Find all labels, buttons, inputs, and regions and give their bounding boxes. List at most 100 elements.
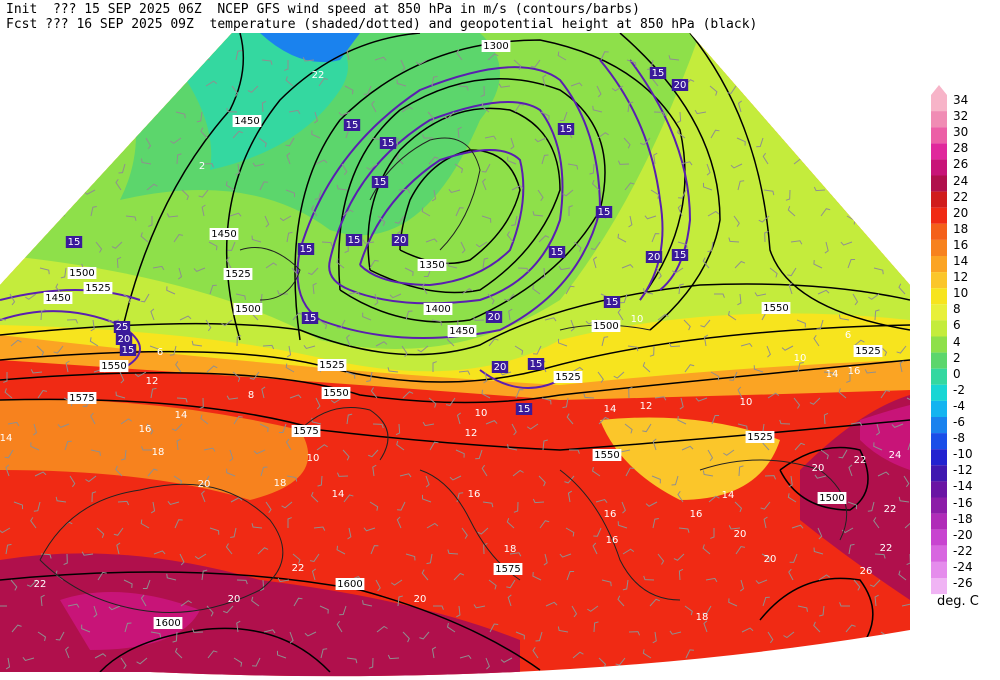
wind-barb <box>755 579 768 584</box>
wind-barb <box>853 579 861 591</box>
wind-barb <box>362 600 373 607</box>
wind-barb <box>313 111 319 124</box>
wind-barb <box>249 371 260 380</box>
wind-barb <box>309 553 320 563</box>
temperature-label: 20 <box>228 594 241 605</box>
temperature-label: 18 <box>152 447 165 458</box>
wind-barb <box>898 631 908 641</box>
wind-barb <box>764 230 769 243</box>
colorbar-label: -14 <box>953 479 973 494</box>
wind-barb <box>174 647 183 659</box>
wind-barb <box>33 501 41 512</box>
wind-barb <box>402 391 414 399</box>
wind-barb <box>346 657 358 664</box>
colorbar-swatch <box>931 497 947 514</box>
wind-barb <box>562 189 574 197</box>
wind-barb <box>791 524 804 529</box>
wind-barb <box>456 49 463 61</box>
wind-barb <box>313 526 326 531</box>
colorbar-swatch <box>931 175 947 192</box>
height-label: 1525 <box>747 432 772 443</box>
wind-barb <box>55 631 65 641</box>
wind-barb <box>873 137 878 150</box>
wind-barb <box>40 553 52 559</box>
colorbar-swatch <box>931 433 947 450</box>
wind-barb <box>874 594 879 607</box>
height-label: 1300 <box>483 41 508 52</box>
wind-barb <box>120 657 127 670</box>
wind-barb <box>166 573 177 581</box>
wind-barb <box>346 334 351 347</box>
wind-barb <box>422 421 435 427</box>
wind-barb <box>624 423 633 434</box>
wind-barb <box>591 179 600 191</box>
wind-barb <box>541 154 549 165</box>
wind-barb <box>481 389 491 399</box>
wind-barb <box>97 571 107 581</box>
wind-barb <box>707 449 714 462</box>
wind-barb <box>225 181 235 191</box>
wind-barb <box>90 412 96 425</box>
wind-barb <box>39 267 50 275</box>
wind-barb <box>483 542 488 555</box>
wind-barb <box>68 189 73 202</box>
wind-barb <box>336 184 348 191</box>
wind-barb <box>622 548 635 555</box>
wind-barb <box>199 397 204 410</box>
wind-barb <box>0 85 7 97</box>
wind-barb <box>753 365 764 373</box>
wind-barb <box>853 339 865 347</box>
wind-barb <box>55 209 66 217</box>
wind-barb <box>653 152 658 165</box>
wind-barb <box>615 657 626 666</box>
wind-barb <box>13 501 24 510</box>
colorbar-label: -26 <box>953 576 973 590</box>
wind-barb <box>170 137 182 144</box>
wind-barb <box>617 308 624 321</box>
wind-barb <box>869 579 881 588</box>
height-label: 1450 <box>45 293 70 304</box>
wind-barb <box>847 101 855 113</box>
wind-barb <box>700 319 711 328</box>
wind-barb <box>262 344 275 350</box>
wind-speed-label: 15 <box>122 345 135 356</box>
wind-barb <box>201 490 206 503</box>
wind-barb <box>714 293 725 298</box>
wind-barb <box>374 56 387 61</box>
wind-barb <box>820 208 831 217</box>
wind-barb <box>230 527 237 538</box>
wind-barb <box>790 240 803 245</box>
wind-barb <box>426 522 439 529</box>
wind-barb <box>55 283 63 295</box>
wind-barb <box>865 656 878 662</box>
wind-barb <box>277 290 288 295</box>
wind-barb <box>532 211 544 217</box>
wind-barb <box>627 345 639 352</box>
wind-barb <box>90 319 95 332</box>
wind-barb <box>60 267 67 279</box>
wind-barb <box>824 656 837 662</box>
wind-barb <box>232 130 243 139</box>
wind-barb <box>593 621 599 633</box>
wind-barb <box>729 371 738 381</box>
height-label: 1525 <box>85 283 110 294</box>
wind-speed-label: 20 <box>608 20 621 31</box>
wind-barb <box>874 553 886 559</box>
wind-barb <box>617 595 625 607</box>
colorbar-swatch <box>931 127 947 144</box>
wind-barb <box>286 475 298 482</box>
wind-barb <box>477 527 489 535</box>
wind-barb <box>702 470 714 477</box>
wind-barb <box>372 423 384 429</box>
wind-barb <box>643 288 654 295</box>
wind-barb <box>179 315 192 321</box>
wind-barb <box>597 132 609 139</box>
wind-barb <box>730 163 743 169</box>
wind-barb <box>315 397 321 410</box>
wind-barb <box>708 495 720 503</box>
wind-barb <box>736 137 746 146</box>
colorbar-label: 26 <box>953 157 969 172</box>
wind-barb <box>788 282 793 295</box>
wind-barb <box>173 233 184 243</box>
wind-barb <box>767 392 780 399</box>
